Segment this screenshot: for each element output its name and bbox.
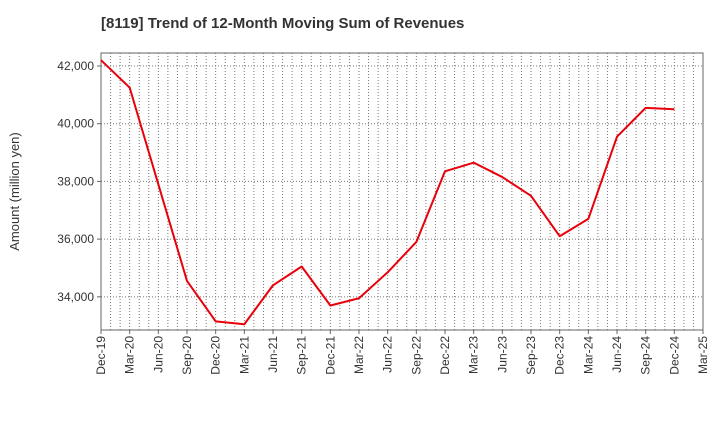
y-tick-label: 40,000 [57,117,94,131]
x-tick-label: Sep-20 [180,336,194,375]
x-axis-ticks: Dec-19 Mar-20 Jun-20 Sep-20 Dec-20 Mar-21 Jun-… [94,330,710,375]
x-tick-label: Sep-21 [295,336,309,375]
x-tick-label: Dec-22 [438,336,452,375]
x-tick-label: Sep-22 [409,336,423,375]
y-axis-ticks: 34,000 36,000 38,000 40,000 42,000 [57,59,101,304]
chart-title: [8119] Trend of 12-Month Moving Sum of R… [101,15,465,32]
x-tick-label: Jun-21 [266,336,280,373]
x-tick-label: Mar-21 [237,336,251,374]
x-tick-label: Mar-23 [467,336,481,374]
x-tick-label: Jun-23 [495,336,509,373]
y-tick-label: 36,000 [57,232,94,246]
x-tick-label: Mar-25 [696,336,710,374]
x-tick-label: Mar-24 [581,336,595,374]
y-tick-label: 38,000 [57,174,94,188]
x-tick-label: Jun-22 [381,336,395,373]
x-tick-label: Mar-20 [123,336,137,374]
y-tick-label: 42,000 [57,59,94,73]
x-tick-label: Dec-20 [209,336,223,375]
x-tick-label: Sep-23 [524,336,538,375]
series-layer [100,59,675,326]
x-tick-label: Dec-23 [553,336,567,375]
y-tick-label: 34,000 [57,290,94,304]
x-tick-label: Dec-21 [323,336,337,375]
plot-area [100,52,704,331]
x-tick-label: Dec-24 [667,336,681,375]
x-tick-label: Jun-20 [151,336,165,373]
x-tick-label: Mar-22 [352,336,366,374]
x-tick-label: Jun-24 [610,336,624,373]
x-tick-label: Sep-24 [639,336,653,375]
y-axis-title: Amount (million yen) [7,132,22,251]
x-tick-label: Dec-19 [94,336,108,375]
